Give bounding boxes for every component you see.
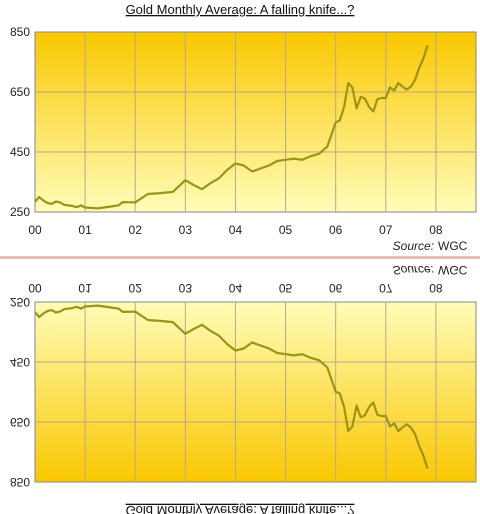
- mirrored-y-axis-ticks: 250 450 650 850: [10, 295, 30, 489]
- x-tick-label: 06: [329, 223, 343, 237]
- mirrored-gold-price-line: [34, 304, 429, 469]
- y-tick-label: 250: [10, 205, 30, 219]
- chart-title: Gold Monthly Average: A falling knife...…: [126, 2, 355, 17]
- x-tick-label: 05: [279, 223, 293, 237]
- mirrored-x-tick-label: 00: [28, 281, 42, 295]
- mirrored-plot-background: [34, 301, 477, 483]
- mirrored-x-tick-label: 01: [78, 281, 92, 295]
- gold-price-line: [34, 45, 429, 210]
- x-tick-label: 07: [379, 223, 393, 237]
- mirrored-x-tick-label: 05: [279, 281, 293, 295]
- mirrored-x-axis-ticks: 00 01 02 03 04 05 06 07 08: [28, 281, 443, 295]
- mirrored-x-tick-label: 04: [229, 281, 243, 295]
- mirrored-y-tick-label: 450: [10, 355, 30, 369]
- mirrored-source-label: Source:: [393, 263, 434, 277]
- x-axis-ticks: 00 01 02 03 04 05 06 07 08: [28, 223, 443, 237]
- mirrored-y-tick-label: 250: [10, 295, 30, 309]
- source-label: Source:: [393, 239, 434, 253]
- mirrored-x-tick-label: 07: [379, 281, 393, 295]
- y-tick-label: 450: [10, 145, 30, 159]
- reflection-divider: [0, 256, 480, 259]
- mirrored-x-tick-label: 06: [329, 281, 343, 295]
- top-chart: Gold Monthly Average: A falling knife...…: [10, 2, 477, 253]
- mirrored-chart-title: Gold Monthly Average: A falling knife...…: [126, 503, 355, 514]
- source-value: WGC: [438, 239, 468, 253]
- y-axis-ticks: 250 450 650 850: [10, 25, 30, 219]
- mirrored-x-tick-label: 08: [429, 281, 443, 295]
- x-tick-label: 00: [28, 223, 42, 237]
- mirrored-source-value: WGC: [438, 263, 468, 277]
- x-tick-label: 04: [229, 223, 243, 237]
- plot-background: [34, 31, 477, 213]
- x-tick-label: 02: [129, 223, 143, 237]
- mirrored-x-tick-label: 03: [179, 281, 193, 295]
- y-tick-label: 650: [10, 85, 30, 99]
- y-tick-label: 850: [10, 25, 30, 39]
- mirrored-y-tick-label: 850: [10, 475, 30, 489]
- mirrored-x-tick-label: 02: [129, 281, 143, 295]
- mirrored-y-tick-label: 650: [10, 415, 30, 429]
- x-tick-label: 01: [78, 223, 92, 237]
- x-tick-label: 08: [429, 223, 443, 237]
- x-tick-label: 03: [179, 223, 193, 237]
